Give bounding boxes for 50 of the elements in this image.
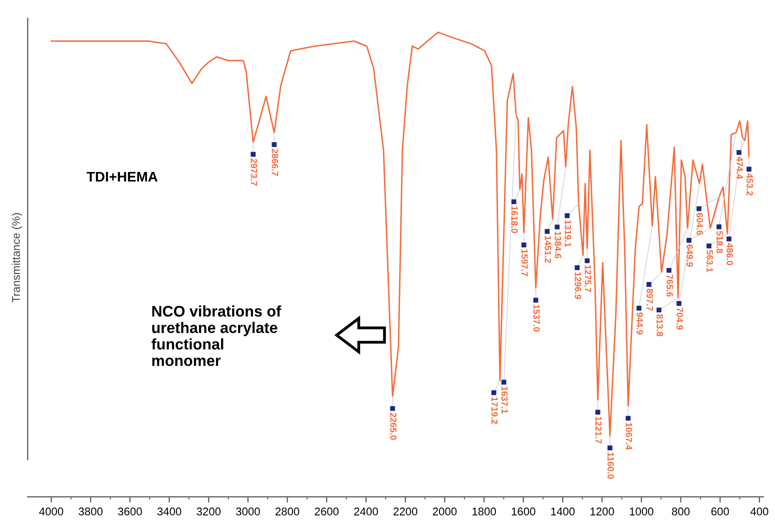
annotation: 1160.0 [608, 452, 614, 479]
annotation: 1319.1 [564, 220, 572, 248]
x-tick-label: 1800 [472, 508, 496, 516]
annotation: 2265.0 [390, 412, 397, 440]
annotation: 2866.7 [272, 148, 278, 176]
x-tick-label: 2000 [432, 508, 457, 516]
annotation: 1719.2 [491, 397, 498, 424]
y-axis-title: Transmittance (%) [12, 213, 22, 302]
annotation: 604.6 [696, 213, 703, 235]
x-tick-label: 1000 [630, 508, 654, 516]
annotation: 704.9 [676, 308, 683, 330]
x-tick-label: 1600 [512, 508, 536, 516]
annotation: 486.0 [726, 243, 733, 266]
annotation: 1296.9 [574, 272, 582, 299]
annotation: 1537.0 [533, 304, 540, 332]
annotation: 563.1 [706, 250, 713, 272]
annotation: 765.6 [666, 274, 673, 297]
annotation: 1275.7 [584, 265, 592, 292]
x-tick-label: 800 [672, 508, 690, 516]
x-tick-label: 3000 [236, 508, 260, 516]
annotation: 518.8 [716, 231, 723, 254]
x-tick-label: 1400 [551, 508, 575, 516]
x-tick-label: 400 [750, 508, 768, 516]
annotation: 1384.6 [554, 232, 562, 258]
annotation: 1618.0 [511, 206, 518, 233]
annotation: 1637.1 [501, 386, 508, 414]
annotation: 2973.7 [250, 158, 258, 186]
annotation: 1597.7 [521, 250, 528, 276]
x-tick-label: 2600 [314, 508, 339, 516]
annotation: TDI+HEMA [86, 172, 158, 182]
x-tick-label: 3400 [157, 508, 182, 516]
x-tick-label: 2800 [276, 508, 300, 516]
annotation: 474.4 [736, 156, 743, 180]
x-tick-label: 3800 [78, 508, 103, 516]
annotation: 1221.7 [595, 416, 602, 444]
annotation: NCO vibrations of urethane acrylate functional monomer [152, 305, 282, 366]
x-tick-label: 600 [711, 508, 729, 516]
x-tick-label: 3200 [196, 508, 221, 516]
annotation: 944.9 [636, 312, 643, 334]
annotation: 649.9 [686, 244, 693, 267]
annotation: 1067.4 [626, 422, 632, 450]
annotation: 1451.2 [544, 236, 552, 263]
x-tick-label: 2200 [394, 508, 418, 516]
annotation: 897.7 [646, 288, 653, 311]
x-tick-label: 2400 [354, 508, 378, 516]
annotation: 453.2 [746, 173, 753, 196]
annotation: 813.8 [656, 314, 663, 336]
x-tick-label: 1200 [590, 508, 614, 516]
x-tick-label: 4000 [39, 508, 64, 516]
x-tick-label: 3600 [118, 508, 142, 516]
